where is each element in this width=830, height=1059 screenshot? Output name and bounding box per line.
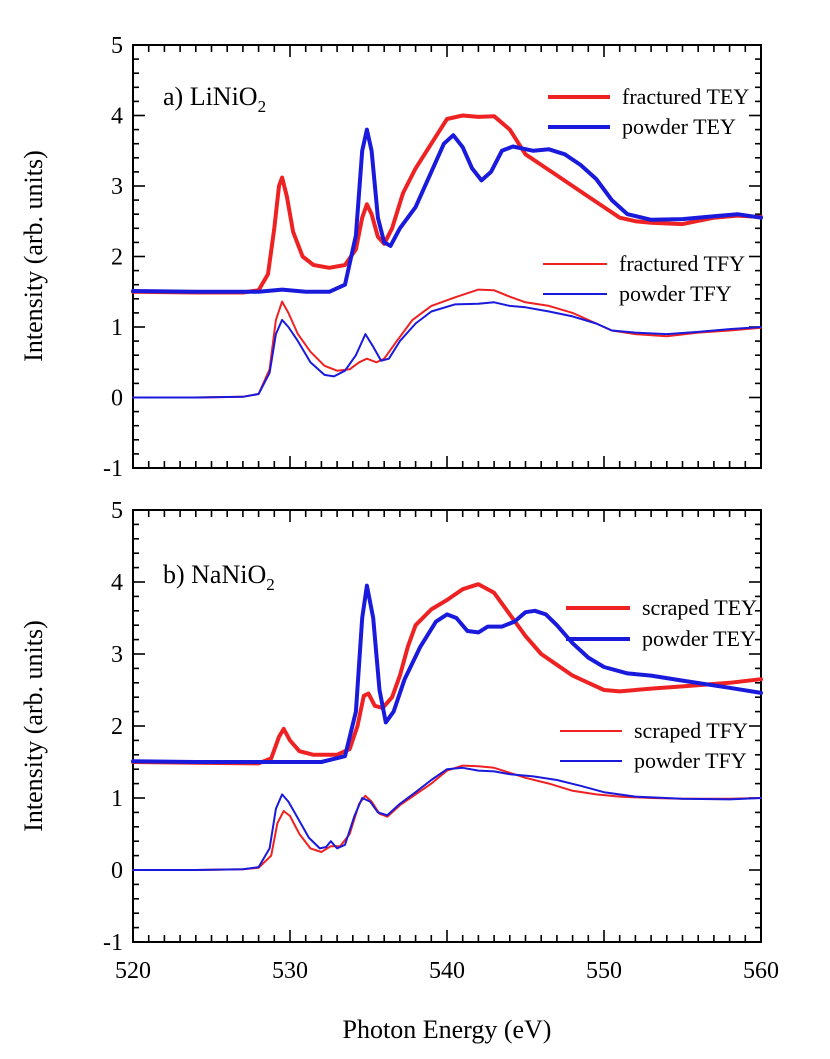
- panel-b-series-scraped-tey: [131, 582, 763, 766]
- panel-a-y-tick-label: 1: [111, 315, 123, 341]
- panel-a-series-fractured-tey: [131, 113, 763, 295]
- panel-b-legend-label: powder TEY: [642, 626, 756, 651]
- panel-a-series-powder-tfy: [132, 301, 762, 399]
- panel-a-tick-marks: [133, 45, 761, 468]
- panel-b-y-tick-label: 1: [111, 786, 123, 812]
- panel-b-legend-top: scraped TEY powder TEY: [566, 595, 757, 651]
- panel-b-legend-bottom: scraped TFY powder TFY: [560, 718, 748, 773]
- panel-a-y-tick-label: -1: [103, 456, 123, 482]
- panel-b-x-tick-labels: 520 530 540 550 560: [115, 958, 779, 984]
- panel-b-y-axis-title: Intensity (arb. units): [19, 620, 48, 832]
- panel-b-curves: [131, 582, 763, 871]
- panel-b-series-powder-tfy: [132, 766, 762, 871]
- panel-b-y-tick-labels: -1 0 1 2 3 4 5: [103, 498, 123, 956]
- x-axis-title: Photon Energy (eV): [343, 1015, 552, 1044]
- panel-b-chart: -1 0 1 2 3 4 5 520 530 540 550 560 b) NaNiO2 scrap…: [103, 498, 779, 984]
- panel-a-label: a) LiNiO2: [163, 82, 266, 116]
- panel-b-y-tick-label: 2: [111, 714, 123, 740]
- panel-a-legend-label: powder TFY: [619, 281, 732, 306]
- panel-a-legend-bottom: fractured TFY powder TFY: [543, 251, 745, 306]
- panel-a-chart: -1 0 1 2 3 4 5 a) LiNiO2 fractured TEY powder T…: [103, 33, 763, 482]
- panel-b-legend-label: scraped TEY: [642, 595, 757, 620]
- panel-b-series-scraped-tfy: [132, 764, 762, 871]
- panel-b-series-powder-tey: [131, 583, 763, 764]
- x-tick-label: 530: [272, 958, 308, 984]
- panel-b-y-tick-label: 5: [111, 498, 123, 524]
- x-tick-label: 520: [115, 958, 151, 984]
- panel-a-legend-top: fractured TEY powder TEY: [548, 84, 749, 139]
- panel-a-y-tick-label: 3: [111, 174, 123, 200]
- panel-b-y-tick-label: 4: [111, 570, 123, 596]
- panel-a-y-tick-labels: -1 0 1 2 3 4 5: [103, 33, 123, 482]
- panel-b-y-tick-label: 3: [111, 642, 123, 668]
- panel-a-y-axis-title: Intensity (arb. units): [19, 150, 48, 362]
- panel-b-tick-marks: [133, 510, 761, 942]
- panel-a-y-tick-label: 5: [111, 33, 123, 59]
- panel-a-y-tick-label: 0: [111, 386, 123, 412]
- x-tick-label: 540: [429, 958, 465, 984]
- panel-a-curves: [131, 113, 763, 399]
- panel-a-y-tick-label: 4: [111, 104, 123, 130]
- panel-a-series-powder-tey: [131, 127, 763, 294]
- panel-a-legend-label: fractured TEY: [622, 84, 749, 109]
- panel-a-legend-label: fractured TFY: [619, 251, 745, 276]
- panel-b-label: b) NaNiO2: [163, 560, 275, 594]
- x-tick-label: 550: [586, 958, 622, 984]
- panel-b-legend-label: scraped TFY: [634, 718, 748, 743]
- panel-b-y-tick-label: -1: [103, 930, 123, 956]
- panel-b-legend-label: powder TFY: [634, 748, 747, 773]
- panel-a-y-tick-label: 2: [111, 245, 123, 271]
- panel-b-y-tick-label: 0: [111, 858, 123, 884]
- panel-a-legend-label: powder TEY: [622, 114, 736, 139]
- x-tick-label: 560: [743, 958, 779, 984]
